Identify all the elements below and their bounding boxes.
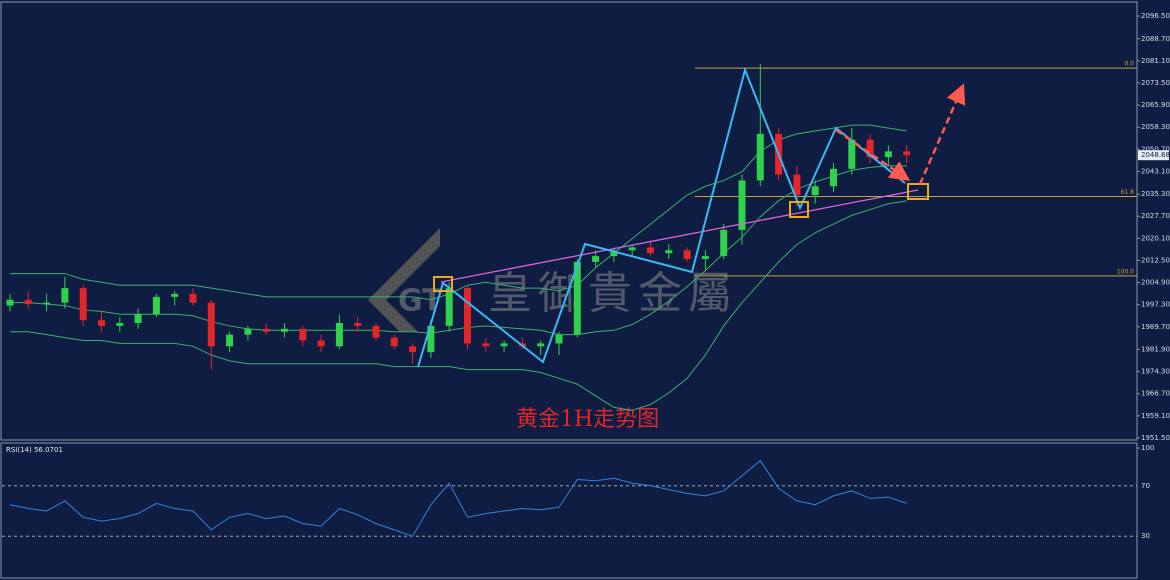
y-tick-label: 2004.90: [1141, 279, 1170, 287]
candle-body: [409, 346, 417, 353]
candle-body: [903, 151, 911, 156]
candle-body: [390, 337, 398, 347]
candle-body: [43, 302, 51, 305]
candle-body: [445, 288, 453, 326]
fib-label: 100.0: [1117, 268, 1134, 275]
y-tick-label: 1981.90: [1141, 346, 1170, 354]
y-tick-label: 2043.10: [1141, 167, 1170, 175]
y-tick-label: 2096.50: [1141, 12, 1170, 20]
y-tick-label: 2020.10: [1141, 234, 1170, 242]
candle-body: [555, 334, 563, 344]
candle-body: [116, 323, 124, 326]
y-tick-label: 1997.30: [1141, 301, 1170, 309]
y-tick-label: 1951.50: [1141, 434, 1170, 442]
candle-body: [61, 288, 69, 303]
candle-body: [189, 293, 197, 303]
frame: [0, 1, 1138, 579]
y-tick-label: 1959.10: [1141, 412, 1170, 420]
wave-path: [417, 66, 906, 368]
candle-body: [335, 323, 343, 347]
candle-body: [134, 314, 142, 324]
candle-body: [811, 186, 819, 196]
forecast-arrow: [918, 83, 966, 185]
y-tick-label: 2035.30: [1141, 190, 1170, 198]
candle-body: [756, 133, 764, 181]
candle-body: [628, 247, 636, 251]
candle-body: [647, 247, 654, 254]
y-tick-label: 2081.10: [1141, 57, 1170, 65]
candle-body: [683, 250, 691, 260]
plot: 2096.50 2088.70 2081.10 2073.50 2065.90 2058.…: [2, 12, 1170, 540]
bollinger-lower: [10, 200, 907, 411]
rsi-tick-label: 30: [1141, 532, 1150, 540]
y-tick-label: 2088.70: [1141, 35, 1170, 43]
candle-body: [152, 296, 160, 315]
candle-body: [482, 343, 490, 347]
candle-body: [299, 328, 307, 341]
rsi-tick-label: 70: [1141, 482, 1150, 490]
candle-body: [317, 340, 325, 347]
fib-label: 0.0: [1124, 61, 1134, 68]
candle-body: [701, 256, 709, 260]
y-tick-label: 2065.90: [1141, 101, 1170, 109]
candle-body: [79, 288, 87, 321]
annotations: [417, 66, 966, 368]
candle-body: [24, 299, 32, 305]
forecast-arrow: [835, 128, 911, 181]
candle-body: [500, 343, 508, 347]
candle-body: [610, 250, 618, 257]
last-price-label: 2048.68: [1141, 151, 1170, 159]
watermark: GT 皇御貴金屬: [368, 228, 738, 332]
candle-body: [738, 180, 746, 230]
y-tick-label: 2050.70: [1141, 145, 1170, 153]
y-tick-label: 2073.50: [1141, 79, 1170, 87]
marker-box: [789, 201, 809, 218]
logo: GT: [398, 284, 443, 319]
rsi-tick-label: 100: [1141, 444, 1154, 452]
trendline: [440, 189, 919, 283]
candle-body: [372, 325, 380, 338]
caption: 黄金1H走势图: [516, 407, 659, 432]
candle-body: [592, 256, 600, 262]
y-tick-label: 1966.70: [1141, 390, 1170, 398]
candle-body: [98, 320, 105, 326]
candle-body: [207, 302, 215, 347]
candle-body: [244, 328, 252, 335]
y-tick-label: 2027.70: [1141, 212, 1170, 220]
candle-body: [866, 139, 874, 158]
candle-body: [537, 343, 545, 347]
candle-body: [262, 328, 270, 332]
candle-body: [793, 174, 801, 196]
candle-body: [884, 151, 892, 158]
watermark-text: 皇御貴金屬: [488, 268, 738, 319]
last-price-box: [1138, 150, 1169, 161]
rsi-label: RSI(14) 56.0701: [6, 446, 63, 454]
marker-box: [433, 276, 453, 292]
y-tick-label: 1974.30: [1141, 368, 1170, 376]
candle-body: [573, 261, 581, 335]
candle-body: [281, 328, 288, 332]
rsi-line: [9, 459, 907, 537]
y-tick-label: 2058.30: [1141, 123, 1170, 131]
candle-body: [830, 168, 837, 187]
candle-body: [848, 139, 856, 169]
candle-body: [171, 293, 179, 297]
candle-body: [427, 325, 435, 353]
candle-body: [354, 323, 362, 326]
marker-box: [907, 183, 929, 200]
candle-body: [720, 229, 728, 257]
y-tick-label: 1989.70: [1141, 323, 1170, 331]
candle-body: [665, 250, 673, 254]
candle-body: [464, 288, 471, 344]
y-tick-label: 2012.50: [1141, 256, 1170, 264]
fib-label: 61.8: [1121, 189, 1135, 196]
candle-body: [226, 334, 234, 347]
candle-body: [6, 299, 14, 306]
